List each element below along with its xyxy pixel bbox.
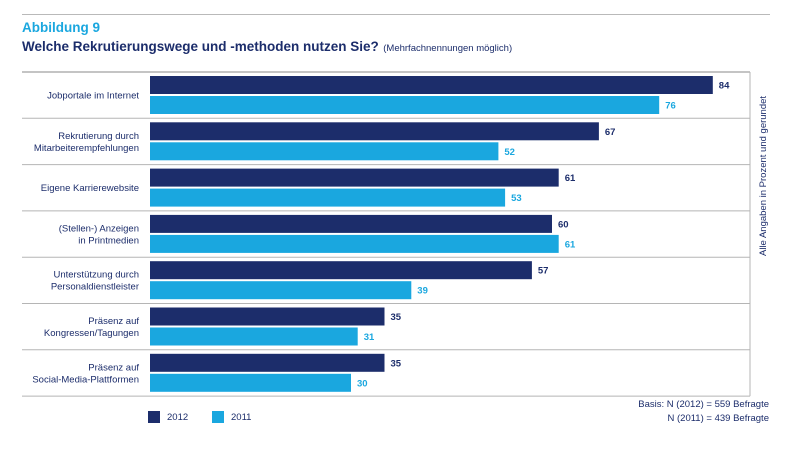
bar-2011 [150,327,358,346]
legend-label-2012: 2012 [167,411,189,423]
category-label-line: in Printmedien [78,235,139,246]
bar-2011 [150,142,499,161]
category-label: Rekrutierung durch Mitarbeiterempfehlunge… [34,131,139,154]
bar-2012 [150,122,599,141]
category-label-line: Personaldienstleister [51,282,139,293]
bar-2011 [150,96,660,114]
category-label: Jobportale im Internet [47,91,139,102]
basis-line-2: N (2011) = 439 Befragte [667,413,770,424]
legend-swatch-2011 [212,411,224,423]
chart-subtitle: (Mehrfachnennungen möglich) [383,43,513,54]
value-label-2011: 31 [364,332,375,343]
value-label-2011: 39 [417,286,428,297]
value-label-2012: 84 [719,81,730,92]
legend-item-2011: 2011 [212,411,251,423]
value-label-2012: 67 [605,127,616,138]
bar-2012 [150,214,552,233]
value-label-2012: 60 [558,219,569,230]
bar-2011 [150,373,351,392]
top-rule [22,14,770,15]
legend-item-2012: 2012 [148,411,188,423]
legend-swatch-2012 [148,411,160,423]
bar-2012 [150,307,385,326]
value-label-2012: 57 [538,266,549,277]
bar-2012 [150,168,559,187]
value-label-2011: 61 [565,239,576,250]
legend-label-2011: 2011 [231,411,252,423]
category-label-line: Mitarbeiterempfehlungen [34,143,139,154]
category-label-line: Social-Media-Plattformen [32,374,139,385]
category-label-line: Unterstützung durch [53,270,139,281]
category-label-line: Präsenz auf [88,362,139,373]
bar-2012 [150,353,385,372]
bar-2012 [150,76,713,94]
bar-2011 [150,188,506,207]
basis-note: Basis: N (2012) = 559 Befragte N (2011) … [638,398,769,426]
bar-2011 [150,234,559,253]
category-label-line: Jobportale im Internet [47,91,139,102]
category-label-line: Eigene Karrierewebsite [41,183,139,194]
value-label-2012: 35 [391,312,402,323]
title-row: Welche Rekrutierungswege und -methoden n… [22,38,512,56]
category-label-line: Präsenz auf [88,316,139,327]
basis-line-1: Basis: N (2012) = 559 Befragte [638,399,769,410]
chart-title: Welche Rekrutierungswege und -methoden n… [22,39,379,54]
value-label-2011: 53 [511,193,522,204]
bar-2012 [150,261,532,280]
category-label-line: (Stellen-) Anzeigen [59,223,139,234]
category-label: Präsenz auf Kongressen/Tagungen [44,316,139,339]
category-label: (Stellen-) Anzeigen in Printmedien [59,223,139,246]
value-label-2011: 30 [357,378,368,389]
value-label-2011: 76 [665,101,676,112]
value-label-2012: 61 [565,173,576,184]
category-label: Unterstützung durch Personaldienstleister [51,270,139,293]
bar-2011 [150,281,412,300]
category-label: Eigene Karrierewebsite [41,183,139,194]
side-note: Alle Angaben in Prozent und gerundet [758,95,769,256]
category-label-line: Rekrutierung durch [58,131,139,142]
value-label-2012: 35 [391,358,402,369]
value-label-2011: 52 [504,147,515,158]
category-label-line: Kongressen/Tagungen [44,328,139,339]
figure-label: Abbildung 9 [22,20,100,35]
category-label: Präsenz auf Social-Media-Plattformen [32,362,139,385]
